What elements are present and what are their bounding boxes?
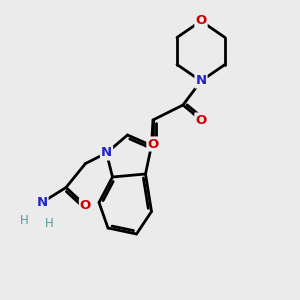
Text: O: O: [195, 14, 207, 28]
Text: H: H: [20, 214, 28, 227]
Text: N: N: [101, 146, 112, 160]
Text: H: H: [45, 217, 54, 230]
Text: O: O: [80, 199, 91, 212]
Text: N: N: [195, 74, 207, 88]
Text: N: N: [36, 196, 48, 209]
Text: O: O: [195, 113, 207, 127]
Text: O: O: [147, 137, 159, 151]
